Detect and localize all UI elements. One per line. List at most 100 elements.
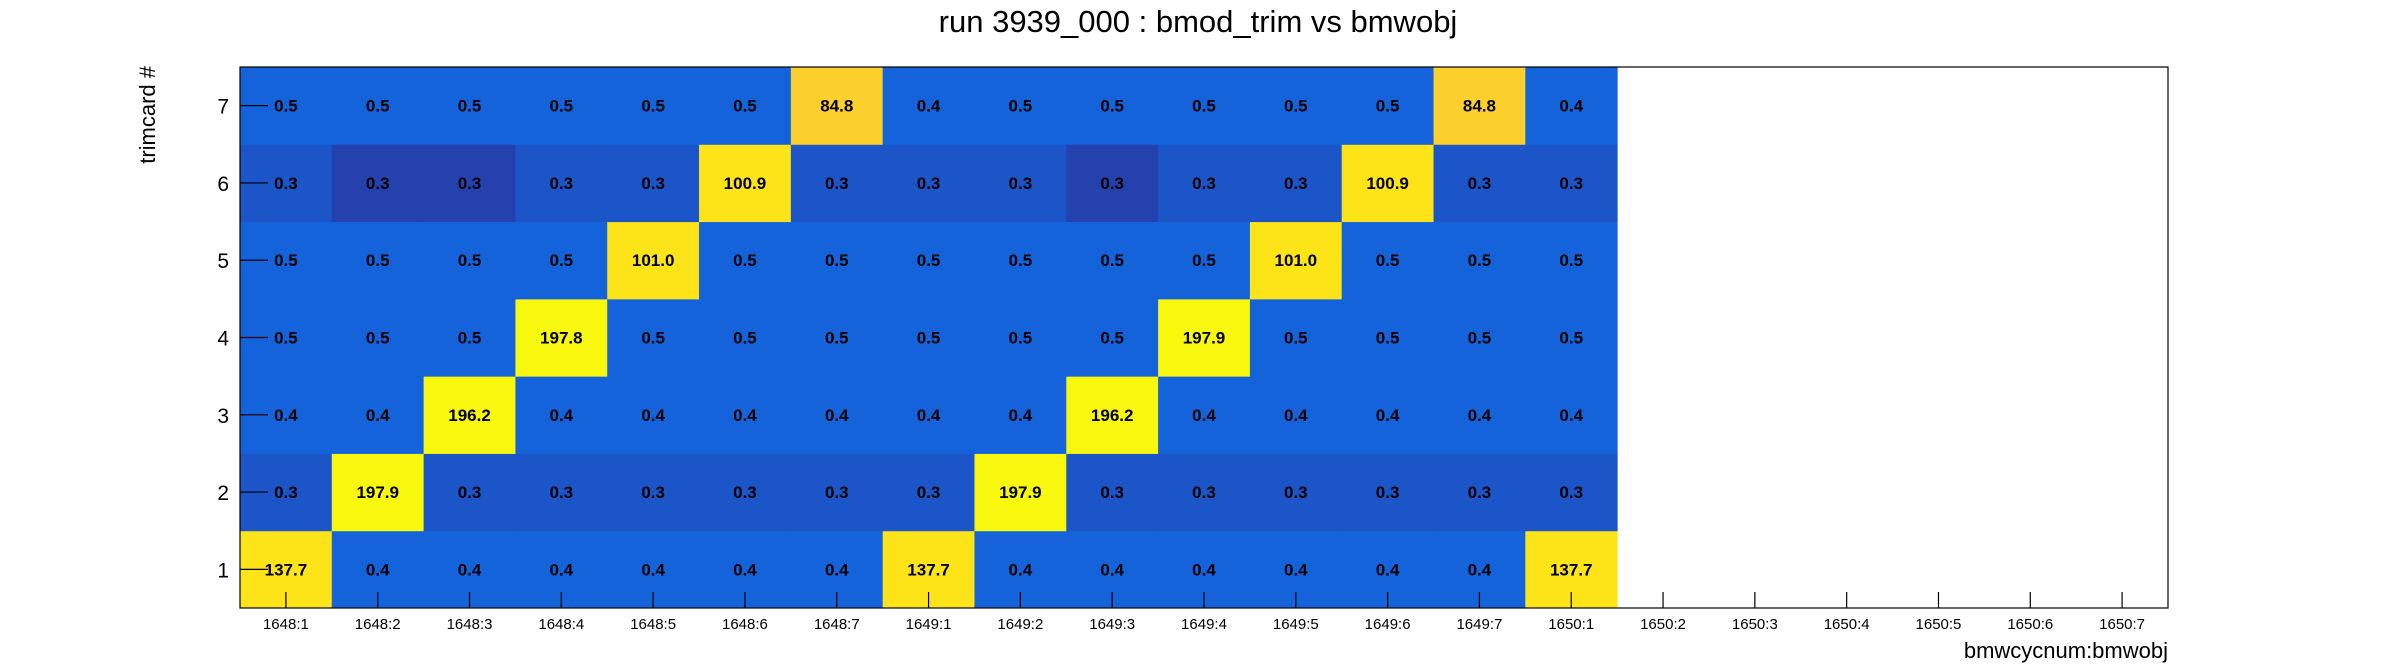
heatmap-cell-label: 0.4 [1100,560,1124,579]
heatmap-cell-label: 197.8 [540,329,583,348]
x-tick-label: 1648:6 [722,616,768,633]
heatmap-cell-label: 0.4 [1376,406,1400,425]
heatmap-cell [1158,376,1251,454]
heatmap-cell [1066,221,1159,300]
heatmap-cell-label: 137.7 [1550,560,1593,579]
heatmap-cell [974,298,1067,377]
heatmap-cell [1341,453,1435,532]
x-tick-label: 1650:3 [1732,616,1778,633]
x-tick-label: 1649:6 [1365,616,1411,633]
heatmap-cell-label: 0.4 [366,406,390,425]
heatmap-cell-label: 0.5 [458,251,482,270]
heatmap-cell-label: 0.5 [733,251,757,270]
heatmap-cell [1158,144,1251,223]
heatmap-cell-label: 137.7 [907,560,950,579]
heatmap-cell-label: 0.4 [733,560,757,579]
heatmap-cell [1433,453,1526,532]
heatmap-cell-label: 0.4 [1284,406,1308,425]
heatmap-cell-label: 0.3 [917,174,941,193]
heatmap-cell-label: 0.5 [1100,97,1124,116]
heatmap-cell-label: 196.2 [1091,406,1134,425]
heatmap-cell-label: 0.5 [1376,97,1400,116]
heatmap-cell-label: 0.4 [641,406,665,425]
heatmap-cell-label: 0.5 [1192,251,1216,270]
heatmap-cell-label: 101.0 [632,251,675,270]
heatmap-cell-label: 0.5 [458,97,482,116]
heatmap-cell-label: 0.5 [366,329,390,348]
heatmap-cell [1066,453,1159,532]
heatmap-cell-label: 0.5 [1559,251,1583,270]
heatmap-cell [423,67,516,145]
heatmap-cell-label: 0.5 [1468,251,1492,270]
heatmap-cell [1249,376,1343,454]
heatmap-cell-label: 0.3 [1192,174,1216,193]
heatmap-cell [882,144,975,223]
heatmap-cell-label: 0.4 [1376,560,1400,579]
x-tick-label: 1650:7 [2099,616,2145,633]
heatmap-cell-label: 0.5 [825,329,849,348]
heatmap-cell-label: 0.5 [274,329,298,348]
x-axis-label: bmwcycnum:bmwobj [1964,638,2168,663]
chart-title: run 3939_000 : bmod_trim vs bmwobj [939,4,1458,39]
heatmap-cell-label: 0.4 [825,406,849,425]
y-tick-label: 4 [217,328,229,351]
heatmap-cell [1158,453,1251,532]
x-tick-label: 1649:2 [997,616,1043,633]
heatmap-cell [515,144,608,223]
x-tick-label: 1650:6 [2007,616,2053,633]
heatmap-cell [1525,376,1618,454]
heatmap-cell-label: 137.7 [265,560,308,579]
y-tick-label: 6 [217,173,229,196]
heatmap-cell-label: 0.4 [550,406,574,425]
heatmap-cell-label: 0.3 [1468,483,1492,502]
x-tick-label: 1649:7 [1456,616,1502,633]
heatmap-cell [607,453,700,532]
x-tick-label: 1649:4 [1181,616,1227,633]
heatmap-cell-label: 0.4 [917,406,941,425]
heatmap-cell [1341,376,1435,454]
heatmap-cell [974,221,1067,300]
heatmap-cell-label: 0.4 [458,560,482,579]
heatmap-cell-labels: 137.7 0.4 0.4 0.4 0.4 0.4 0.4 137.7 0.4 0.4 0.4 0.4… [265,97,1593,580]
x-tick-label: 1649:1 [906,616,952,633]
heatmap-cell-label: 0.3 [1284,483,1308,502]
heatmap-cell [1066,144,1159,223]
heatmap-cell-label: 0.5 [1009,329,1033,348]
heatmap-cell-label: 0.3 [1192,483,1216,502]
heatmap-cell-label: 0.4 [825,560,849,579]
heatmap-cell-label: 0.5 [274,251,298,270]
heatmap-cell [423,298,516,377]
heatmap-cell-label: 0.4 [641,560,665,579]
x-tick-label: 1649:5 [1273,616,1319,633]
heatmap-cell [1433,67,1526,145]
heatmap-cell [515,453,608,532]
heatmap-cell [331,453,425,532]
heatmap-cell-label: 0.5 [550,251,574,270]
heatmap-cell-label: 0.3 [1559,174,1583,193]
heatmap-cell-label: 0.4 [1192,560,1216,579]
heatmap-cell [1066,298,1159,377]
heatmap-cell [1249,221,1343,300]
heatmap-cell [423,453,516,532]
heatmap-cell-label: 0.3 [274,483,298,502]
x-tick-label: 1648:5 [630,616,676,633]
heatmap-cell [423,221,516,300]
heatmap-cell [882,453,975,532]
heatmap-cell-label: 0.5 [733,329,757,348]
heatmap-cell-label: 0.5 [1009,97,1033,116]
heatmap-cell-label: 197.9 [999,483,1042,502]
y-tick-label: 3 [217,405,229,428]
heatmap-cell-label: 0.5 [1100,329,1124,348]
x-tick-label: 1650:1 [1548,616,1594,633]
heatmap-cell-label: 0.4 [1192,406,1216,425]
heatmap-cell-label: 0.3 [458,483,482,502]
heatmap-cell [699,298,792,377]
heatmap-cell [331,67,425,145]
heatmap-cell-label: 0.3 [733,483,757,502]
heatmap-cell [331,376,425,454]
heatmap-cell-label: 100.9 [724,174,767,193]
heatmap-cell-label: 0.5 [1009,251,1033,270]
y-tick-label: 5 [217,250,229,273]
heatmap-cell [1525,67,1618,145]
heatmap-cell-label: 0.3 [1009,174,1033,193]
